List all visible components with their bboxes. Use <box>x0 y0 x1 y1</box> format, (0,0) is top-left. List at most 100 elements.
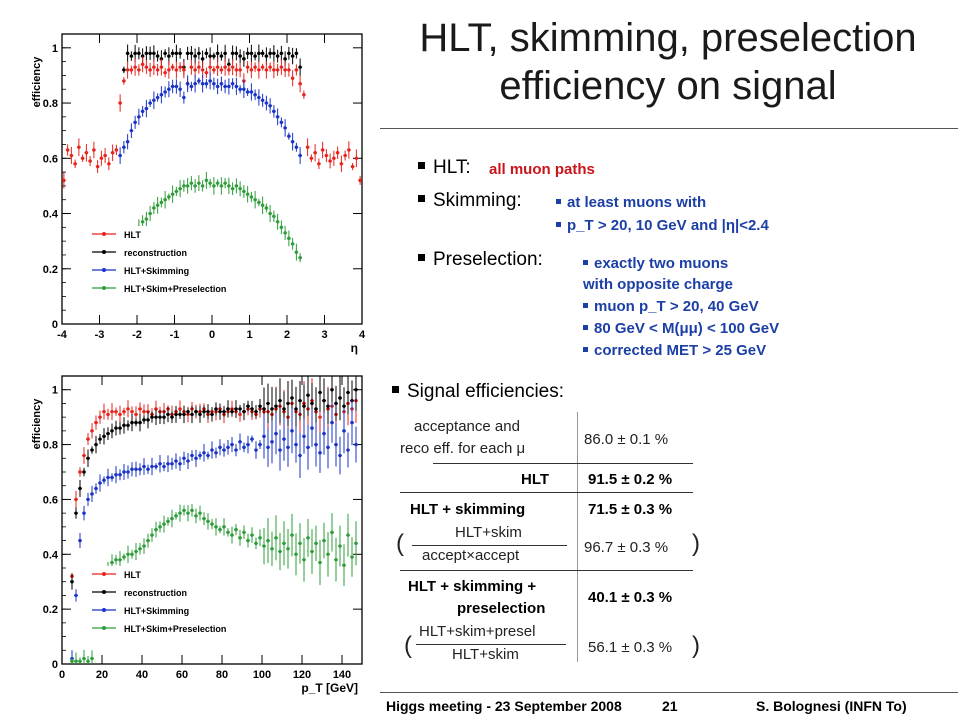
data-point <box>138 407 142 411</box>
data-point <box>264 206 269 210</box>
data-point <box>167 87 171 91</box>
presel-row-label-2: preselection <box>457 600 546 617</box>
data-point <box>253 198 257 202</box>
data-point <box>242 189 246 194</box>
x-tick-label-6: 2 <box>284 329 290 341</box>
data-point <box>298 453 302 458</box>
data-point <box>152 206 156 210</box>
data-point <box>159 65 164 69</box>
data-point <box>250 437 254 441</box>
data-point <box>282 541 286 546</box>
data-point <box>230 65 235 69</box>
data-point <box>318 560 322 565</box>
data-point <box>138 467 142 471</box>
data-point <box>275 54 280 58</box>
data-point <box>268 51 272 56</box>
data-point <box>332 156 336 160</box>
data-point <box>74 511 78 515</box>
data-point <box>322 431 326 436</box>
data-point <box>290 429 294 433</box>
data-point <box>266 445 270 450</box>
data-point <box>155 68 160 72</box>
data-point <box>86 659 90 663</box>
data-point <box>306 536 310 540</box>
data-point <box>200 82 205 86</box>
presel-note-3: muon p_T > 20, 40 GeV <box>583 297 759 317</box>
data-point <box>142 544 146 548</box>
data-point <box>154 464 158 469</box>
data-point <box>264 54 269 58</box>
data-point <box>234 527 238 532</box>
skim-note-1: at least muons with <box>556 193 706 213</box>
data-point <box>274 536 278 540</box>
data-point <box>223 84 227 89</box>
legend-label-0: HLT <box>124 230 141 240</box>
data-point <box>163 198 167 202</box>
data-point <box>258 442 262 447</box>
data-point <box>114 473 118 477</box>
data-point <box>129 54 134 58</box>
data-point <box>154 415 158 419</box>
data-point <box>84 151 89 155</box>
data-point <box>287 236 291 241</box>
legend-marker-2 <box>102 608 106 612</box>
footer-page-number: 21 <box>662 698 678 714</box>
data-point <box>200 184 205 188</box>
data-point <box>140 220 145 224</box>
data-point <box>234 51 239 56</box>
data-point <box>218 409 222 414</box>
data-point <box>78 538 82 543</box>
data-point <box>287 68 291 72</box>
data-point <box>102 434 106 439</box>
data-point <box>152 65 156 69</box>
accept-label-2: reco eff. for each μ <box>400 440 526 457</box>
y-tick-label-4: 0.8 <box>43 440 58 452</box>
data-point <box>134 549 138 554</box>
data-point <box>146 538 150 543</box>
data-point <box>242 530 246 535</box>
x-tick-label-7: 140 <box>333 669 351 681</box>
legend-label-3: HLT+Skim+Preselection <box>124 624 226 634</box>
data-point <box>130 409 134 414</box>
data-point <box>238 54 242 58</box>
data-point <box>118 558 122 562</box>
data-point <box>226 407 230 411</box>
table-column-divider <box>577 412 578 662</box>
data-point <box>186 511 190 515</box>
data-point <box>148 211 152 216</box>
presel-note-1: exactly two muons <box>583 254 728 274</box>
data-point <box>110 409 114 414</box>
x-tick-label-5: 1 <box>246 329 252 341</box>
data-point <box>314 442 318 447</box>
data-point <box>212 82 216 86</box>
data-point <box>174 459 178 463</box>
data-point <box>298 82 302 86</box>
data-point <box>178 65 182 69</box>
data-point <box>223 51 227 56</box>
data-point <box>140 62 145 67</box>
data-point <box>294 68 299 72</box>
data-point <box>138 420 142 425</box>
data-point <box>272 214 276 218</box>
y-axis-label: efficiency <box>31 398 43 450</box>
x-tick-label-6: 120 <box>293 669 311 681</box>
data-point <box>198 511 202 515</box>
y-tick-label-3: 0.6 <box>43 153 58 165</box>
data-point <box>144 65 149 69</box>
data-point <box>286 401 290 406</box>
data-point <box>65 148 70 152</box>
pt-efficiency-chart: 0 0.2 0.4 0.6 0.8 1 0 20 40 60 80 100 120 140 efficien… <box>30 362 375 695</box>
legend-marker-1 <box>102 250 106 254</box>
data-point <box>223 65 227 69</box>
table-rule-1 <box>433 463 693 464</box>
data-point <box>342 563 346 567</box>
data-point <box>155 203 160 207</box>
data-point <box>294 145 299 149</box>
data-point <box>258 536 262 540</box>
data-point <box>245 90 250 94</box>
bullet-skimming: Skimming: <box>418 190 522 212</box>
ratio2-denominator: HLT+skim <box>452 646 519 663</box>
data-point <box>130 467 134 471</box>
data-point <box>246 442 250 447</box>
data-point <box>350 420 354 425</box>
